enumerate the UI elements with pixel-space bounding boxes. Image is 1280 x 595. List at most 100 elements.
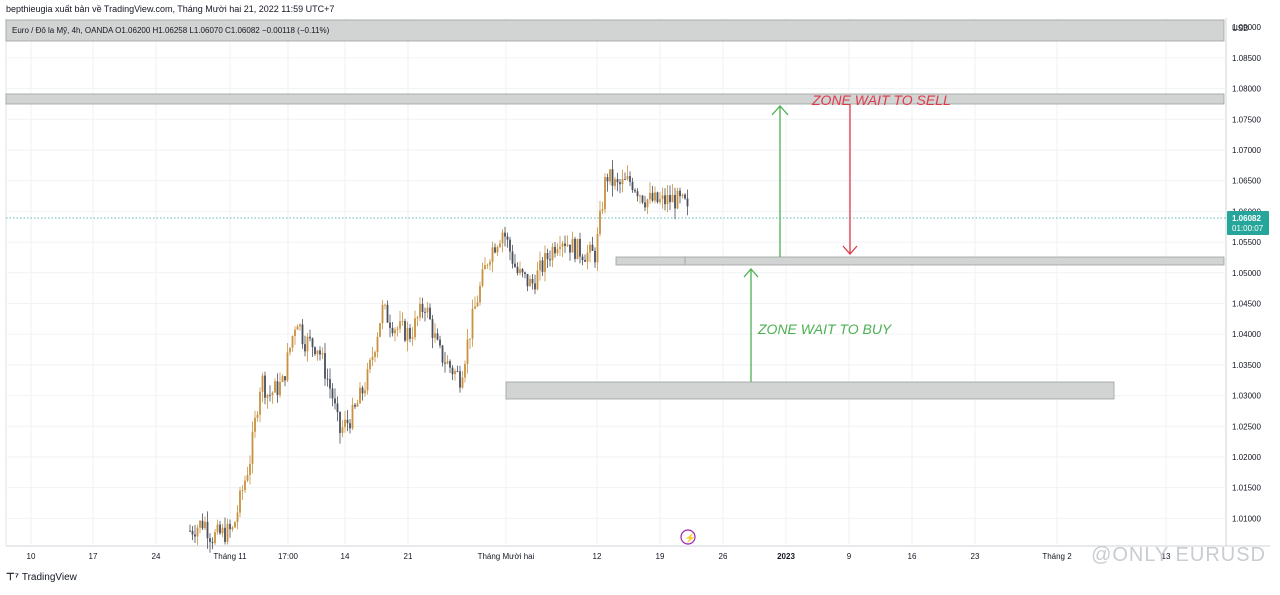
time-tick-label: Tháng 2 — [1042, 552, 1072, 561]
candle-body — [309, 336, 311, 339]
candle-body — [531, 278, 534, 284]
candle-body — [649, 192, 651, 200]
candle-layer — [189, 160, 689, 553]
candle-body — [639, 195, 641, 197]
candle-body — [491, 247, 494, 262]
candle-body — [336, 403, 339, 413]
candle-body — [321, 353, 324, 355]
price-tick-label: 1.09000 — [1232, 23, 1261, 32]
candle-body — [394, 329, 396, 334]
candle-body — [654, 192, 656, 201]
time-tick-label: 19 — [656, 552, 665, 561]
candle-body — [619, 182, 621, 185]
candle-body — [376, 336, 379, 353]
candle-body — [571, 238, 574, 253]
time-tick-label: 24 — [152, 552, 161, 561]
candle-body — [544, 253, 546, 272]
candle-body — [419, 303, 421, 318]
candle-body — [306, 336, 309, 352]
price-tick-labels: 1.01000 1.01500 1.02000 1.02500 1.03000 1.035… — [1232, 23, 1261, 523]
candle-body — [189, 530, 191, 532]
price-tick-label: 1.03000 — [1232, 392, 1261, 401]
candle-body — [226, 523, 229, 542]
candle-body — [509, 239, 511, 252]
candle-body — [466, 339, 469, 364]
candle-body — [664, 195, 666, 205]
candle-body — [431, 319, 434, 338]
candle-body — [291, 336, 294, 348]
candle-body — [244, 480, 246, 491]
candle-body — [199, 520, 201, 528]
candle-body — [399, 321, 401, 329]
price-tick-label: 1.02500 — [1232, 422, 1261, 431]
price-tick-label: 1.08500 — [1232, 54, 1261, 63]
candle-body — [261, 375, 264, 392]
candle-body — [554, 246, 556, 254]
candle-body — [671, 194, 674, 203]
symbol-legend: Euro / Đô la Mỹ, 4h, OANDA O1.06200 H1.0… — [12, 26, 330, 35]
candle-body — [359, 387, 361, 404]
publication-credit: bepthieugia xuất bản về TradingView.com,… — [6, 4, 335, 14]
tv-logo-icon: ⊤⁷ — [6, 572, 19, 583]
candle-body — [346, 419, 349, 424]
candle-body — [379, 323, 381, 337]
candle-body — [524, 272, 526, 274]
candle-body — [574, 238, 576, 259]
candle-body — [219, 524, 221, 534]
candle-body — [536, 270, 539, 290]
candle-body — [311, 338, 314, 348]
candle-body — [239, 490, 241, 513]
candle-body — [429, 307, 431, 320]
tradingview-logo[interactable]: ⊤⁷ TradingView — [6, 572, 77, 583]
candle-body — [469, 338, 471, 340]
candle-body — [659, 199, 661, 203]
time-tick-label: 12 — [593, 552, 602, 561]
candle-body — [546, 253, 549, 260]
candle-body — [444, 362, 446, 364]
time-tick-label: 9 — [847, 552, 852, 561]
price-tick-label: 1.07000 — [1232, 146, 1261, 155]
candle-body — [251, 431, 254, 464]
candle-body — [401, 321, 404, 322]
candle-body — [594, 250, 596, 263]
candle-body — [506, 236, 509, 240]
candle-body — [301, 324, 304, 345]
candle-body — [519, 269, 521, 274]
candle-body — [236, 512, 239, 523]
candle-body — [356, 403, 359, 407]
price-tick-label: 1.07500 — [1232, 115, 1261, 124]
candle-body — [471, 308, 474, 339]
time-tick-label: 17:00 — [278, 552, 299, 561]
candle-body — [424, 311, 426, 313]
candle-body — [489, 261, 491, 265]
candle-body — [559, 246, 561, 249]
candle-body — [326, 378, 329, 380]
candle-body — [449, 361, 451, 368]
candle-body — [464, 363, 466, 378]
candle-body — [296, 326, 299, 330]
up-arrow-head-mid — [743, 268, 759, 278]
candle-body — [334, 398, 336, 404]
sell-zone-rect[interactable] — [5, 93, 1225, 105]
candle-body — [621, 179, 624, 185]
mid-zone-rect[interactable] — [615, 256, 1225, 266]
candle-body — [581, 256, 584, 261]
candle-body — [579, 238, 581, 257]
candle-body — [234, 522, 236, 528]
candle-body — [439, 339, 441, 346]
candle-body — [221, 527, 224, 534]
plot-background — [6, 18, 1226, 546]
time-tick-label: 17 — [89, 552, 98, 561]
buy-zone-rect[interactable] — [505, 381, 1115, 400]
candle-body — [249, 463, 251, 475]
events-badge[interactable] — [680, 529, 696, 545]
candle-body — [626, 176, 629, 180]
candle-body — [564, 243, 566, 246]
price-tick-label: 1.03500 — [1232, 361, 1261, 370]
candle-body — [386, 304, 389, 323]
candle-body — [324, 353, 326, 379]
candle-body — [441, 345, 444, 363]
candle-body — [384, 304, 386, 306]
